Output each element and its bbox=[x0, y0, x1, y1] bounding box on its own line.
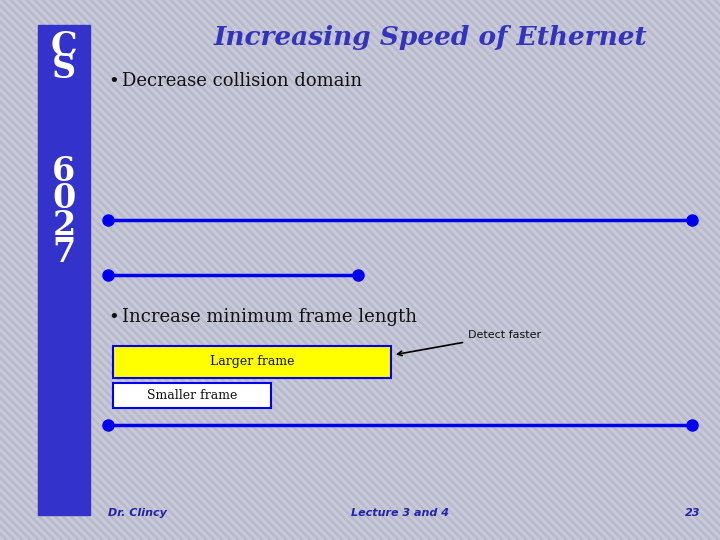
Text: Increasing Speed of Ethernet: Increasing Speed of Ethernet bbox=[213, 25, 647, 50]
Text: Dr. Clincy: Dr. Clincy bbox=[108, 508, 167, 518]
Text: •: • bbox=[108, 308, 119, 326]
Bar bbox=[38, 25, 90, 515]
Text: C: C bbox=[50, 30, 77, 63]
Text: 6: 6 bbox=[53, 155, 76, 188]
Text: •: • bbox=[108, 72, 119, 90]
Text: Increase minimum frame length: Increase minimum frame length bbox=[122, 308, 417, 326]
Text: Lecture 3 and 4: Lecture 3 and 4 bbox=[351, 508, 449, 518]
Text: Detect faster: Detect faster bbox=[397, 330, 541, 355]
Text: Decrease collision domain: Decrease collision domain bbox=[122, 72, 362, 90]
Text: 7: 7 bbox=[53, 236, 76, 269]
Text: Smaller frame: Smaller frame bbox=[147, 389, 237, 402]
Text: 23: 23 bbox=[685, 508, 700, 518]
Bar bbox=[113, 383, 271, 408]
Text: Larger frame: Larger frame bbox=[210, 355, 294, 368]
Text: 2: 2 bbox=[53, 209, 76, 242]
Bar bbox=[113, 346, 391, 378]
Text: 0: 0 bbox=[53, 182, 76, 215]
Text: S: S bbox=[52, 52, 76, 85]
